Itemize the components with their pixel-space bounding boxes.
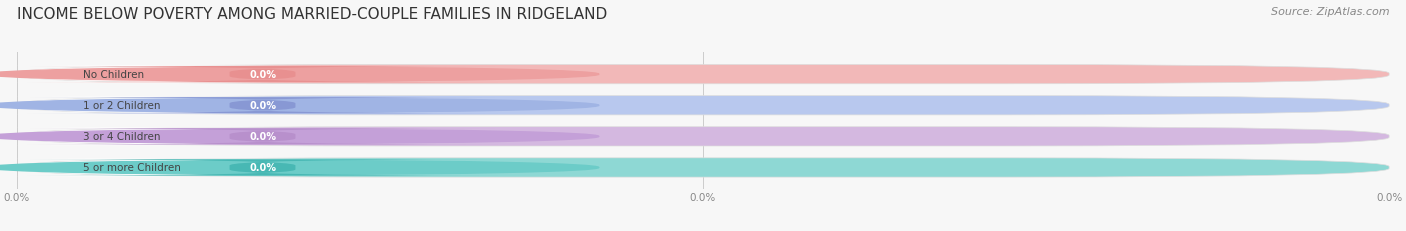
Text: 1 or 2 Children: 1 or 2 Children (83, 101, 160, 111)
FancyBboxPatch shape (28, 98, 498, 114)
FancyBboxPatch shape (17, 158, 1389, 177)
Text: No Children: No Children (83, 70, 143, 80)
FancyBboxPatch shape (0, 128, 349, 146)
Text: 3 or 4 Children: 3 or 4 Children (83, 132, 160, 142)
Text: 5 or more Children: 5 or more Children (83, 163, 180, 173)
FancyBboxPatch shape (17, 96, 1389, 116)
Circle shape (0, 130, 599, 144)
FancyBboxPatch shape (17, 65, 1389, 84)
Circle shape (0, 68, 599, 82)
Text: 0.0%: 0.0% (249, 101, 276, 111)
Text: INCOME BELOW POVERTY AMONG MARRIED-COUPLE FAMILIES IN RIDGELAND: INCOME BELOW POVERTY AMONG MARRIED-COUPL… (17, 7, 607, 22)
Circle shape (0, 161, 599, 175)
FancyBboxPatch shape (0, 97, 349, 115)
Text: 0.0%: 0.0% (249, 163, 276, 173)
Text: 0.0%: 0.0% (249, 132, 276, 142)
Text: Source: ZipAtlas.com: Source: ZipAtlas.com (1271, 7, 1389, 17)
FancyBboxPatch shape (17, 127, 1389, 146)
FancyBboxPatch shape (0, 66, 349, 84)
FancyBboxPatch shape (28, 129, 498, 145)
FancyBboxPatch shape (28, 160, 498, 176)
FancyBboxPatch shape (28, 67, 498, 83)
Text: 0.0%: 0.0% (249, 70, 276, 80)
Circle shape (0, 99, 599, 113)
FancyBboxPatch shape (0, 159, 349, 176)
